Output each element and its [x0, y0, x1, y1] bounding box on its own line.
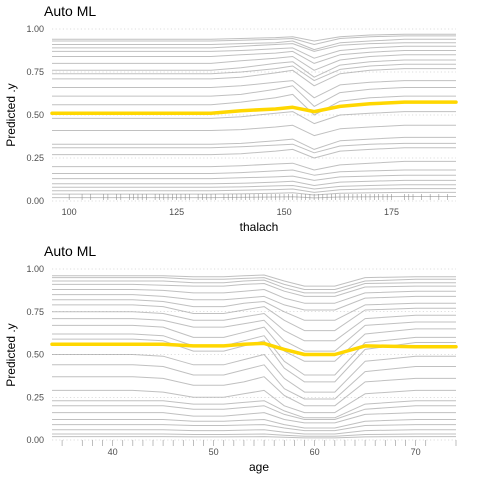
ice-curve [52, 184, 456, 190]
ice-curve [52, 354, 456, 393]
ice-curve [52, 174, 456, 181]
ice-curve [52, 324, 456, 362]
x-axis-title: age [249, 460, 269, 474]
ice-curve [52, 35, 456, 45]
ice-curve [52, 188, 456, 193]
ice-curve [52, 111, 456, 125]
x-tick-label: 40 [108, 447, 118, 457]
y-tick-label: 0.25 [26, 153, 44, 163]
ice-curve [52, 42, 456, 52]
y-tick-label: 0.75 [26, 67, 44, 77]
ice-curve [52, 289, 456, 304]
ice-curve [52, 412, 456, 424]
ice-curve [52, 38, 456, 51]
x-tick-label: 125 [169, 207, 184, 217]
rug-marks [61, 440, 457, 446]
y-tick-label: 0.50 [26, 110, 44, 120]
ice-curve [52, 400, 456, 419]
ice-curve [52, 274, 456, 287]
ice-curve [52, 299, 456, 321]
x-tick-label: 60 [310, 447, 320, 457]
ice-curve [52, 433, 456, 437]
average-curve [50, 341, 458, 357]
x-tick-label: 50 [209, 447, 219, 457]
ice-curve [52, 63, 456, 82]
ice-curve [52, 80, 456, 99]
average-curve [50, 100, 458, 116]
ice-curve [52, 68, 456, 87]
x-tick-label: 100 [62, 207, 77, 217]
ice-curve [52, 160, 456, 171]
ice-curve [52, 142, 456, 154]
ice-curve [52, 93, 456, 116]
x-tick-label: 70 [411, 447, 421, 457]
ice-curve [52, 169, 456, 176]
ice-curve [52, 85, 456, 107]
ice-curves [52, 274, 456, 439]
ice-curve [52, 304, 456, 332]
average-curve-layer [50, 100, 458, 116]
ice-curve [52, 59, 456, 78]
panel-thalach: Auto ML 0.00 0.25 0.50 0.75 1.00 100 125 150 17… [4, 3, 458, 234]
y-tick-labels: 0.00 0.25 0.50 0.75 1.00 [26, 264, 44, 445]
ice-curve [52, 179, 456, 186]
y-tick-label: 0.75 [26, 307, 44, 317]
y-tick-labels: 0.00 0.25 0.50 0.75 1.00 [26, 24, 44, 206]
ice-curve [52, 147, 456, 159]
ice-curve [52, 429, 456, 435]
y-tick-label: 1.00 [26, 264, 44, 274]
ice-curve [52, 405, 456, 420]
ice-curve [52, 424, 456, 432]
x-tick-labels: 40 50 60 70 [108, 447, 421, 457]
y-tick-label: 0.00 [26, 435, 44, 445]
ice-curves [52, 33, 456, 199]
ice-curve [52, 45, 456, 59]
panel-title: Auto ML [44, 243, 96, 259]
x-tick-label: 150 [277, 207, 292, 217]
ice-curve [52, 283, 456, 297]
ice-curve [52, 294, 456, 311]
y-tick-label: 0.25 [26, 392, 44, 402]
ice-curve [52, 54, 456, 71]
y-axis-title: Predicted .y [4, 323, 18, 386]
ice-curve [52, 124, 456, 137]
x-axis-title: thalach [240, 220, 279, 234]
ice-curve [52, 50, 456, 64]
y-tick-label: 0.00 [26, 196, 44, 206]
x-tick-labels: 100 125 150 175 [62, 207, 399, 217]
ice-curve [52, 279, 456, 294]
panel-age: Auto ML 0.00 0.25 0.50 0.75 1.00 40 50 60 70 ag… [4, 243, 458, 474]
ice-curve [52, 136, 456, 150]
ice-curve [52, 376, 456, 407]
ice-curve [52, 419, 456, 429]
ice-curve [52, 277, 456, 290]
ice-curve [52, 364, 456, 400]
ice-curve [52, 33, 456, 42]
ice-curve [52, 389, 456, 414]
x-tick-label: 175 [384, 207, 399, 217]
y-tick-label: 0.50 [26, 350, 44, 360]
y-tick-label: 1.00 [26, 24, 44, 34]
ice-curve [52, 311, 456, 342]
y-axis-title: Predicted .y [4, 83, 18, 146]
panel-title: Auto ML [44, 3, 96, 19]
rug-marks [68, 194, 448, 200]
average-curve-layer [50, 341, 458, 357]
ice-curve [52, 436, 456, 439]
ice-curve [52, 318, 456, 352]
